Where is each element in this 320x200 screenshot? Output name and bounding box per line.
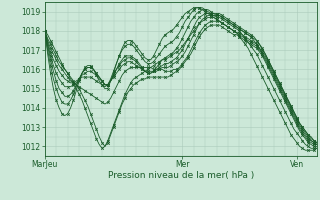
X-axis label: Pression niveau de la mer( hPa ): Pression niveau de la mer( hPa ): [108, 171, 254, 180]
